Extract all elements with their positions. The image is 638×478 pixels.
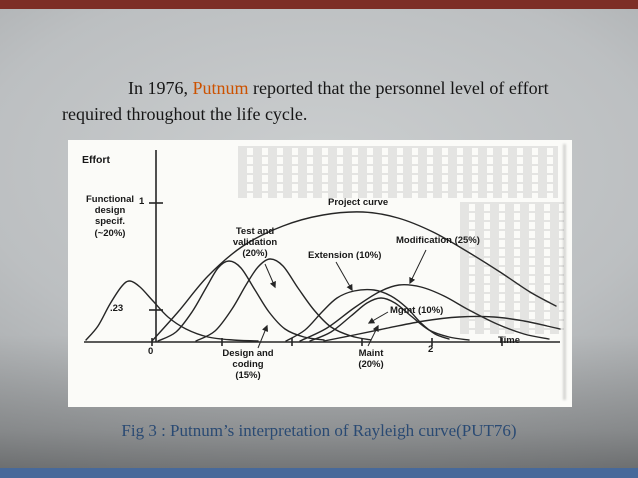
top-accent-bar bbox=[0, 0, 638, 9]
intro-paragraph: In 1976, Putnum reported that the person… bbox=[62, 76, 584, 127]
annotation-arrow bbox=[335, 261, 353, 292]
curve-mgmt bbox=[323, 315, 561, 342]
chart-label: Test and validation (20%) bbox=[232, 226, 278, 260]
curve-design-coding bbox=[157, 260, 325, 342]
curve-project bbox=[151, 211, 557, 342]
chart-label: Project curve bbox=[328, 197, 389, 208]
chart-label: Functional design specif. (~20%) bbox=[85, 194, 135, 239]
annotation-arrow bbox=[257, 324, 269, 349]
chart-label: Modification (25%) bbox=[396, 235, 480, 246]
intro-text-before: In 1976, bbox=[128, 78, 193, 98]
annotation-arrow bbox=[409, 249, 427, 285]
intro-text-after: reported that the personnel level of eff… bbox=[62, 78, 549, 124]
curve-modification bbox=[299, 284, 550, 342]
chart-label: Design and coding (15%) bbox=[222, 348, 274, 382]
bottom-accent-bar bbox=[0, 468, 638, 478]
curve-maint bbox=[309, 297, 470, 342]
rayleigh-curve-figure: Effort Functional design specif. (~20%) 1.… bbox=[68, 140, 572, 407]
annotation-arrow bbox=[367, 311, 389, 324]
chart-label: .23 bbox=[110, 303, 124, 314]
putnum-highlight: Putnum bbox=[192, 78, 249, 98]
chart-label: Effort bbox=[82, 154, 110, 166]
chart-labels-layer: Effort Functional design specif. (~20%) 1.… bbox=[68, 140, 572, 407]
chart-label: 2 bbox=[428, 344, 434, 355]
chart-label: Mgmt (10%) bbox=[390, 305, 444, 316]
chart-label: Time bbox=[498, 335, 521, 346]
figure-caption: Fig 3 : Putnum’s interpretation of Rayle… bbox=[121, 421, 517, 440]
chart-label: Extension (10%) bbox=[308, 250, 382, 261]
rayleigh-chart bbox=[84, 150, 561, 349]
scan-fold-line bbox=[563, 144, 566, 401]
annotation-arrow bbox=[264, 263, 276, 289]
chart-label: Maint (20%) bbox=[358, 348, 384, 371]
curve-functional-design bbox=[85, 280, 259, 342]
annotation-arrow bbox=[367, 324, 379, 347]
chart-label: 0 bbox=[148, 346, 154, 357]
curve-test-validation bbox=[195, 258, 372, 342]
chart-label: 1 bbox=[139, 196, 145, 207]
